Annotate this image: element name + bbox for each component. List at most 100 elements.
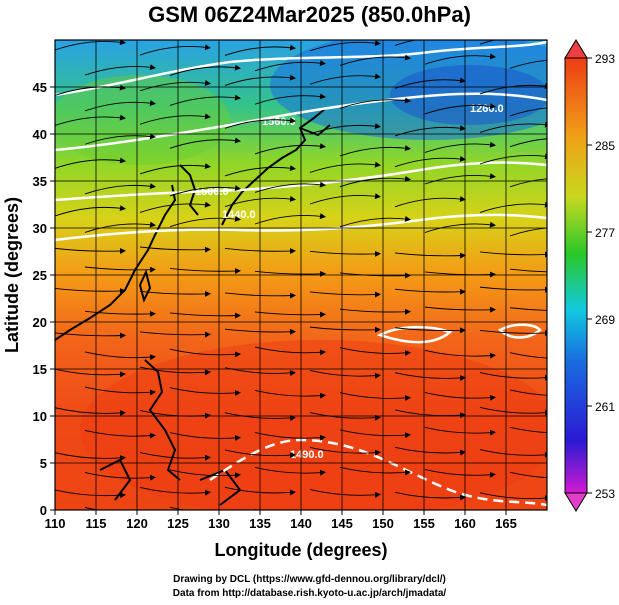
streamline [254, 467, 326, 476]
streamline [479, 153, 547, 165]
streamline [309, 123, 381, 135]
x-tick-label: 110 [45, 516, 66, 531]
streamline [424, 469, 496, 478]
streamline [424, 53, 496, 65]
contour-label: 1440.0 [222, 209, 256, 221]
streamline [169, 267, 241, 275]
streamline [509, 268, 547, 273]
streamline [55, 114, 126, 126]
streamline [394, 446, 466, 456]
streamline [339, 54, 411, 66]
contour-label: 1260.0 [470, 103, 504, 115]
streamline [84, 351, 156, 361]
streamline [84, 310, 156, 317]
streamline [169, 94, 241, 106]
streamline [424, 173, 496, 185]
streamline [479, 372, 547, 381]
streamline [84, 386, 156, 396]
x-tick-label: 120 [126, 516, 148, 531]
wind-streamlines [55, 40, 580, 517]
y-tick-label: 10 [33, 409, 47, 424]
y-axis: 0 5 10 15 20 25 30 35 40 45 [33, 80, 55, 518]
streamline [55, 157, 126, 169]
streamline [169, 506, 241, 510]
colorbar-bottom-arrow [564, 492, 588, 512]
height-contours [55, 40, 547, 507]
credit-line-data: Data from http://database.rish.kyoto-u.a… [172, 588, 447, 599]
streamline [309, 250, 381, 257]
streamline [254, 390, 326, 399]
streamline [84, 99, 156, 112]
streamline [394, 327, 466, 334]
streamline [339, 175, 411, 188]
y-tick-label: 5 [40, 456, 47, 471]
streamline [139, 331, 211, 338]
streamline [424, 221, 496, 233]
colorbar-tick-label: 285 [595, 139, 615, 153]
colorbar-tick-label: 269 [595, 313, 615, 327]
streamline [394, 409, 466, 419]
colorbar-top-arrow [564, 39, 588, 59]
credit-line-dcl: Drawing by DCL (https://www.gfd-dennou.o… [173, 574, 446, 585]
y-tick-label: 45 [33, 80, 47, 95]
streamline [394, 77, 466, 89]
streamline [254, 432, 326, 441]
y-tick-label: 20 [33, 315, 47, 330]
x-tick-label: 125 [167, 516, 189, 531]
streamline [394, 252, 466, 259]
streamline [254, 346, 326, 356]
x-axis: 110 115 120 125 130 135 140 145 150 155 160 165 [45, 510, 517, 531]
streamline [309, 326, 381, 333]
streamline [55, 287, 126, 295]
colorbar: 293 285 277 269 261 253 [564, 39, 615, 512]
streamline [55, 407, 126, 416]
colorbar-scale [564, 57, 588, 494]
warm-region [80, 340, 547, 510]
streamline [254, 270, 326, 277]
streamline [424, 350, 496, 359]
streamline [139, 366, 211, 376]
x-tick-label: 165 [495, 516, 517, 531]
streamline [424, 392, 496, 401]
streamline [139, 487, 211, 496]
streamline [479, 40, 497, 45]
streamline [509, 426, 547, 434]
streamline [510, 511, 580, 517]
streamline [309, 412, 381, 421]
streamline [479, 83, 547, 95]
streamline [394, 372, 466, 381]
streamline [424, 141, 496, 153]
streamline [169, 185, 241, 197]
streamline [309, 291, 381, 298]
streamline [309, 447, 381, 456]
streamline [339, 347, 411, 356]
streamline [339, 145, 411, 157]
x-tick-label: 135 [249, 516, 271, 531]
streamline [169, 64, 241, 76]
streamline [139, 201, 211, 213]
streamline [509, 389, 547, 396]
x-tick-label: 160 [454, 516, 476, 531]
streamline [339, 97, 411, 109]
x-tick-label: 130 [208, 516, 230, 531]
streamline [55, 205, 126, 217]
grid-lines [55, 40, 547, 510]
streamline [424, 306, 496, 313]
streamline [139, 79, 211, 92]
streamline [169, 312, 241, 319]
streamline [394, 288, 466, 295]
streamline [169, 432, 241, 441]
streamline [394, 155, 466, 168]
x-tick-label: 150 [372, 516, 394, 531]
streamline [424, 103, 496, 115]
streamline [84, 507, 156, 510]
contour-label: 1490.0 [290, 449, 324, 461]
y-tick-label: 30 [33, 221, 47, 236]
y-tick-label: 35 [33, 174, 47, 189]
streamline [424, 271, 496, 278]
streamline [254, 59, 326, 72]
streamline [254, 143, 326, 155]
contour-label: 1500.0 [195, 186, 229, 198]
streamline [55, 489, 126, 499]
